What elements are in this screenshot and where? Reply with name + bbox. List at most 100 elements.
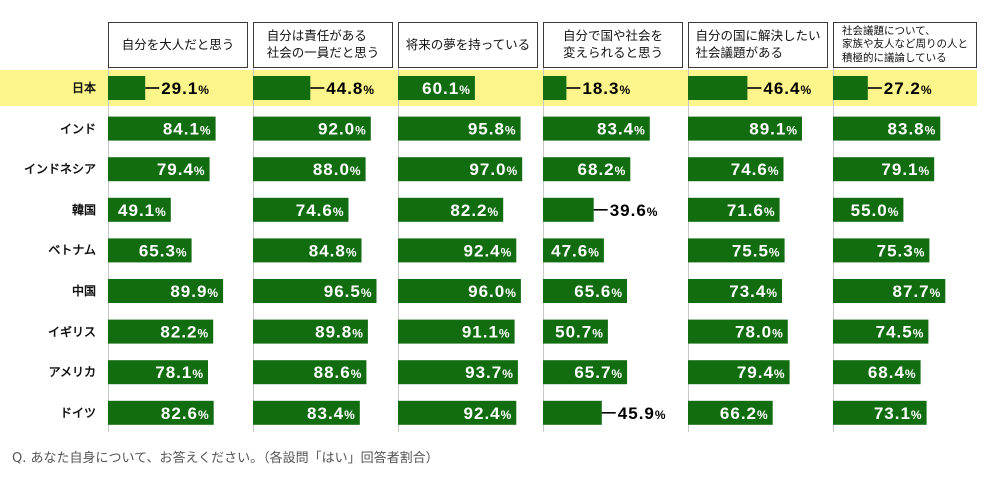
data-label: 73.1%	[874, 404, 923, 423]
data-label-value: 83.4	[307, 404, 344, 423]
header-question-5: 自分の国に解決したい 社会議題がある	[688, 22, 828, 68]
data-label-value: 84.8	[309, 241, 346, 260]
data-label-value: 89.8	[315, 323, 352, 342]
data-label-unit: %	[333, 205, 345, 219]
data-label-unit: %	[905, 367, 917, 381]
highlight-row	[0, 70, 977, 106]
data-label: 91.1%	[462, 323, 511, 342]
bar	[108, 360, 208, 385]
data-label: 79.1%	[881, 160, 930, 179]
bar	[253, 400, 360, 425]
bar	[543, 238, 604, 263]
data-label: 89.1%	[749, 120, 798, 139]
data-label: 92.0%	[318, 120, 367, 139]
data-label-unit: %	[592, 327, 604, 341]
data-label: 18.3%	[582, 79, 631, 98]
data-label-unit: %	[507, 164, 519, 178]
data-label-unit: %	[769, 245, 781, 259]
header-question-6: 社会議題について、 家族や友人など周りの人と 積極的に議論している	[833, 22, 977, 68]
bar	[833, 400, 927, 425]
bar	[253, 360, 367, 385]
footnote: Q. あなた自身について、お答えください。（各設問「はい」回答者割合）	[12, 451, 439, 466]
bar	[688, 319, 788, 344]
data-label-unit: %	[499, 327, 511, 341]
bar	[543, 197, 594, 222]
data-label: 50.7%	[555, 323, 604, 342]
data-label-unit: %	[459, 83, 471, 97]
data-label-unit: %	[774, 367, 786, 381]
series-name: 社会議題について、 家族や友人など周りの人と 積極的に議論している	[842, 24, 968, 64]
data-label: 65.3%	[139, 241, 188, 260]
data-label: 92.4%	[464, 241, 513, 260]
data-label: 82.6%	[161, 404, 210, 423]
data-label: 87.7%	[893, 282, 942, 301]
data-label: 75.5%	[732, 241, 781, 260]
data-label-value: 65.6	[574, 282, 611, 301]
bar	[688, 400, 773, 425]
data-label: 96.0%	[468, 282, 517, 301]
data-label-value: 79.1	[881, 160, 918, 179]
data-label: 73.4%	[729, 282, 778, 301]
data-label: 68.2%	[578, 160, 627, 179]
data-label-unit: %	[198, 408, 210, 422]
data-label-unit: %	[772, 327, 784, 341]
data-label-unit: %	[888, 205, 900, 219]
data-label-value: 49.1	[118, 201, 155, 220]
bar	[688, 76, 748, 100]
data-label-value: 79.4	[157, 160, 194, 179]
header-question-1: 自分を大人だと思う	[108, 22, 248, 68]
bar	[543, 400, 602, 425]
data-label-unit: %	[655, 408, 667, 422]
data-label: 75.3%	[877, 241, 926, 260]
bar	[543, 279, 627, 303]
data-label-value: 91.1	[462, 323, 499, 342]
data-label: 47.6%	[551, 241, 600, 260]
data-label-unit: %	[198, 83, 210, 97]
bar	[253, 116, 371, 141]
data-label-value: 87.7	[893, 282, 930, 301]
data-label-unit: %	[505, 124, 517, 138]
data-label-value: 83.8	[888, 120, 925, 139]
bar	[833, 279, 946, 303]
data-label-value: 93.7	[465, 363, 502, 382]
data-label-unit: %	[501, 245, 513, 259]
data-label-value: 50.7	[555, 323, 592, 342]
data-label: 83.4%	[307, 404, 356, 423]
bar	[108, 279, 224, 303]
data-label-value: 84.1	[163, 120, 200, 139]
data-label-unit: %	[350, 164, 362, 178]
data-label-value: 66.2	[720, 404, 757, 423]
data-label: 45.9%	[618, 404, 667, 423]
bar	[398, 279, 521, 303]
data-label: 55.0%	[851, 201, 900, 220]
data-label: 78.0%	[735, 323, 784, 342]
data-label-value: 88.6	[314, 363, 351, 382]
data-label-unit: %	[911, 408, 923, 422]
category-label-germany: ドイツ	[59, 406, 96, 420]
data-label: 83.8%	[888, 120, 937, 139]
data-label: 44.8%	[326, 79, 375, 98]
data-label-unit: %	[611, 286, 623, 300]
bar	[108, 197, 171, 222]
data-label-unit: %	[615, 164, 627, 178]
data-label-value: 92.0	[318, 120, 355, 139]
bar	[833, 238, 930, 263]
bar	[108, 76, 146, 100]
bar	[833, 76, 868, 100]
data-label-unit: %	[176, 245, 188, 259]
data-label-value: 27.2	[884, 79, 921, 98]
data-label-unit: %	[351, 367, 363, 381]
data-label-unit: %	[921, 83, 933, 97]
bar	[543, 157, 631, 182]
data-label-value: 95.8	[468, 120, 505, 139]
data-label: 29.1%	[161, 79, 210, 98]
data-label-value: 75.3	[877, 241, 914, 260]
data-label: 89.8%	[315, 323, 364, 342]
data-label-value: 46.4	[763, 79, 800, 98]
data-label: 66.2%	[720, 404, 769, 423]
data-label: 93.7%	[465, 363, 514, 382]
data-label: 71.6%	[727, 201, 776, 220]
category-label-usa: アメリカ	[48, 365, 96, 379]
data-label: 82.2%	[450, 201, 499, 220]
data-label-value: 74.6	[296, 201, 333, 220]
